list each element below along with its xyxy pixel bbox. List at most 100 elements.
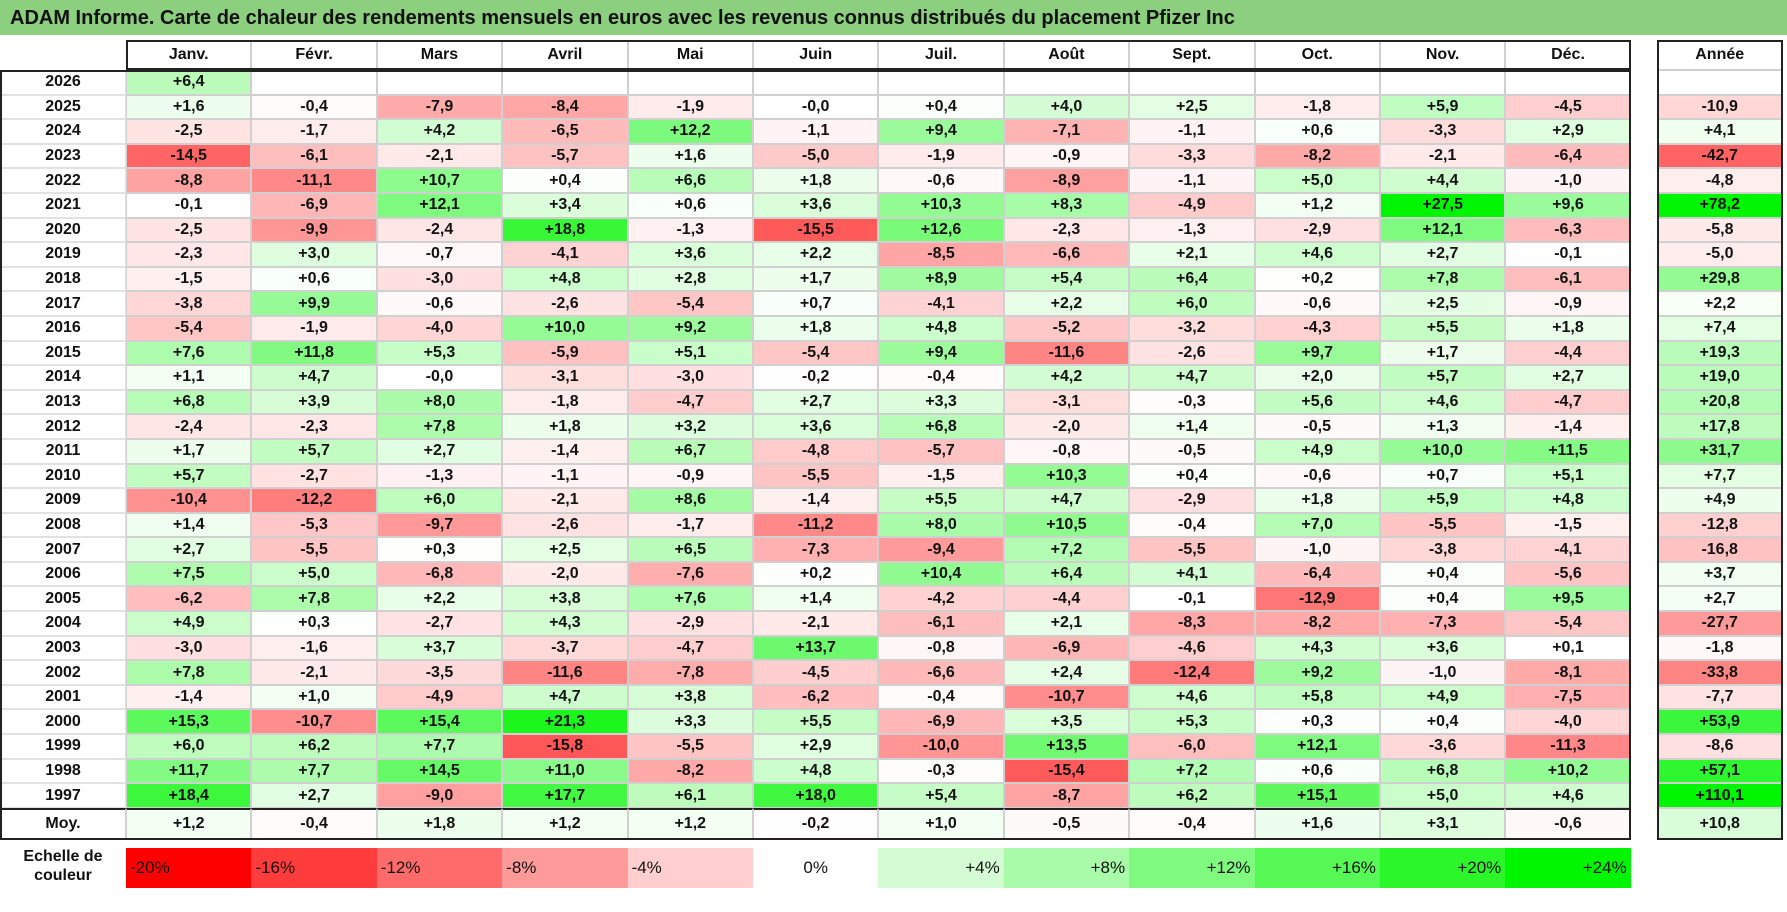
column-gap — [1631, 636, 1657, 661]
average-cell: +1,0 — [878, 807, 1004, 840]
heatmap-cell: +7,7 — [376, 734, 503, 759]
heatmap-cell: +4,7 — [251, 365, 377, 390]
column-gap — [1631, 95, 1657, 120]
heatmap-cell: -0,4 — [878, 365, 1004, 390]
heatmap-cell: +3,5 — [1003, 709, 1130, 735]
heatmap-cell: -0,2 — [752, 365, 879, 390]
heatmap-cell: -2,3 — [1003, 217, 1130, 243]
heatmap-cell: -6,0 — [1129, 734, 1255, 759]
heatmap-cell: -4,3 — [1254, 315, 1380, 341]
heatmap-cell: -7,9 — [376, 94, 503, 120]
heatmap-cell: +0,4 — [1379, 586, 1506, 612]
annual-cell: +19,0 — [1656, 365, 1783, 390]
heatmap-cell: -1,0 — [1379, 660, 1506, 685]
heatmap-cell: +9,6 — [1505, 192, 1631, 218]
heatmap-cell: -2,7 — [251, 463, 377, 489]
annual-cell: -5,0 — [1656, 242, 1783, 267]
heatmap-cell: -2,1 — [502, 488, 628, 513]
heatmap-cell: -0,6 — [1254, 463, 1380, 489]
heatmap-cell: +8,3 — [1003, 192, 1130, 218]
heatmap-cell: +8,0 — [376, 389, 503, 415]
heatmap-cell: +4,7 — [1129, 365, 1255, 390]
heatmap-cell: -1,1 — [752, 119, 879, 144]
heatmap-cell: +5,1 — [1505, 463, 1631, 489]
column-gap — [1631, 685, 1657, 710]
heatmap-cell: -1,1 — [1129, 119, 1255, 144]
heatmap-cell: -4,9 — [376, 684, 503, 710]
average-cell: -0,5 — [1003, 807, 1130, 840]
column-gap — [1631, 808, 1657, 840]
heatmap-cell — [1379, 70, 1506, 95]
heatmap-cell: +1,6 — [126, 94, 252, 120]
heatmap-cell: -11,3 — [1505, 734, 1631, 759]
heatmap-cell: +3,6 — [1379, 635, 1506, 661]
month-header: Janv. — [126, 40, 252, 70]
heatmap-cell: -7,6 — [627, 561, 753, 587]
heatmap-cell: -0,3 — [1129, 389, 1255, 415]
heatmap-cell: -5,5 — [251, 537, 377, 562]
heatmap-cell: +4,2 — [376, 119, 503, 144]
heatmap-cell: -8,3 — [1129, 611, 1255, 636]
heatmap-cell: -0,4 — [1129, 512, 1255, 538]
column-gap — [1631, 291, 1657, 316]
column-gap — [1631, 193, 1657, 218]
heatmap-cell: +0,4 — [1129, 463, 1255, 489]
year-label: 2005 — [0, 586, 126, 612]
heatmap-cell: +9,9 — [251, 291, 377, 316]
heatmap-cell: +2,8 — [627, 266, 753, 292]
heatmap-cell: +4,0 — [1003, 94, 1130, 120]
heatmap-cell: +15,1 — [1254, 783, 1380, 808]
heatmap-cell: +2,5 — [502, 537, 628, 562]
heatmap-cell: +0,3 — [376, 537, 503, 562]
heatmap-cell: +1,4 — [126, 512, 252, 538]
heatmap-cell: +7,6 — [627, 586, 753, 612]
heatmap-cell: -0,5 — [1254, 414, 1380, 439]
heatmap-cell: -1,4 — [502, 438, 628, 464]
heatmap-cell: +3,3 — [878, 389, 1004, 415]
heatmap-cell: -9,4 — [878, 537, 1004, 562]
color-scale-swatch: -16% — [251, 847, 377, 888]
heatmap-cell: +6,8 — [126, 389, 252, 415]
color-scale-swatch: -20% — [126, 847, 252, 888]
heatmap-cell: +3,3 — [627, 709, 753, 735]
heatmap-cell: -12,4 — [1129, 660, 1255, 685]
heatmap-cell: +7,2 — [1003, 537, 1130, 562]
heatmap-cell: +0,4 — [1379, 709, 1506, 735]
heatmap-cell: -3,2 — [1129, 315, 1255, 341]
heatmap-cell: -9,9 — [251, 217, 377, 243]
year-label: 2013 — [0, 389, 126, 415]
heatmap-cell: -1,3 — [376, 463, 503, 489]
month-header: Avril — [502, 40, 628, 70]
heatmap-cell: -1,1 — [502, 463, 628, 489]
heatmap-cell: +9,4 — [878, 340, 1004, 366]
heatmap-cell: -1,3 — [1129, 217, 1255, 243]
heatmap-cell: -7,8 — [627, 660, 753, 685]
heatmap-cell: -0,6 — [1254, 291, 1380, 316]
heatmap-cell: -9,0 — [376, 783, 503, 808]
heatmap-cell: -3,3 — [1379, 119, 1506, 144]
heatmap-cell: -14,5 — [126, 143, 252, 169]
heatmap-cell: +6,4 — [126, 70, 252, 95]
heatmap-cell: +2,1 — [1003, 611, 1130, 636]
heatmap-cell: +7,0 — [1254, 512, 1380, 538]
heatmap-cell — [878, 70, 1004, 95]
heatmap-cell: +6,2 — [251, 734, 377, 759]
heatmap-cell: -2,6 — [502, 291, 628, 316]
heatmap-cell: -2,1 — [251, 660, 377, 685]
year-label: 2023 — [0, 143, 126, 169]
heatmap-cell: -6,9 — [878, 709, 1004, 735]
heatmap-cell: +7,2 — [1129, 758, 1255, 784]
year-label: 2026 — [0, 70, 126, 95]
heatmap-cell: -0,8 — [1003, 438, 1130, 464]
heatmap-cell: +5,3 — [376, 340, 503, 366]
year-label: 2000 — [0, 709, 126, 735]
heatmap-cell: -3,8 — [1379, 537, 1506, 562]
month-header: Mai — [627, 40, 753, 70]
heatmap-cell: +6,4 — [1003, 561, 1130, 587]
heatmap-cell: -4,4 — [1003, 586, 1130, 612]
heatmap-cell: +2,2 — [376, 586, 503, 612]
heatmap-cell: +6,8 — [878, 414, 1004, 439]
year-label: 2015 — [0, 340, 126, 366]
heatmap-cell: -5,2 — [1003, 315, 1130, 341]
heatmap-cell: +4,4 — [1379, 168, 1506, 193]
